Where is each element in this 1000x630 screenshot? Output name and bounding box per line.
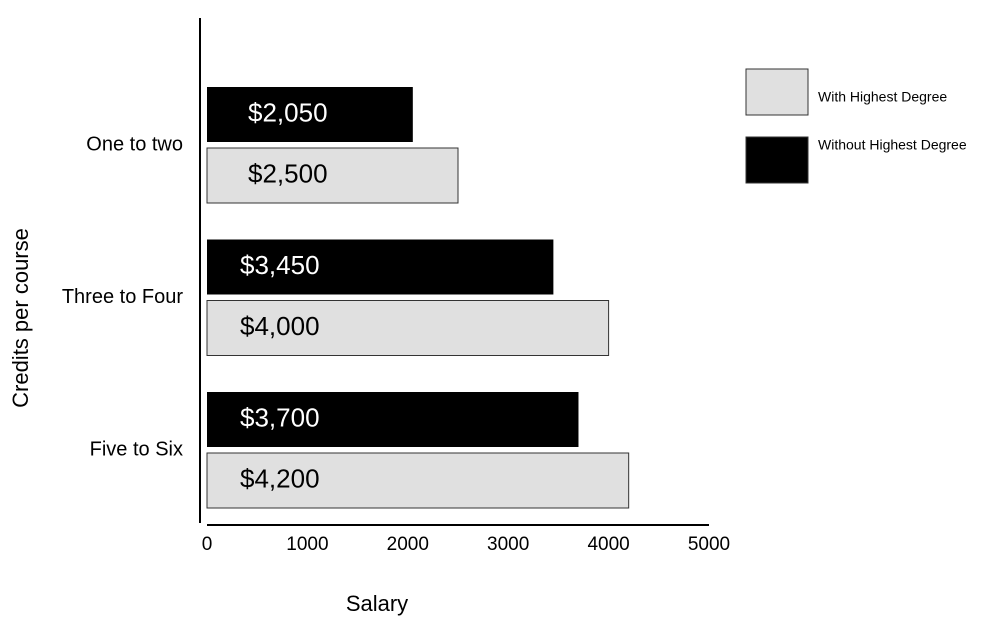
value-label: $3,450: [240, 250, 320, 280]
y-axis-label: Credits per course: [8, 228, 33, 408]
bar: [206, 300, 610, 356]
legend-label: Without Highest Degree: [818, 137, 967, 153]
x-tick-label: 5000: [688, 534, 730, 555]
legend-swatch: [745, 68, 809, 116]
x-tick-label: 1000: [286, 534, 328, 555]
value-label: $3,700: [240, 402, 320, 432]
legend-label: With Highest Degree: [818, 89, 947, 105]
bar: [207, 239, 554, 295]
value-label: $2,050: [248, 97, 328, 127]
x-tick-label: 3000: [487, 534, 529, 555]
y-tick-label: Three to Four: [62, 286, 184, 308]
value-label: $2,500: [248, 158, 328, 188]
value-label: $4,200: [240, 463, 320, 493]
bar: [207, 392, 579, 447]
bar: [206, 147, 459, 204]
bar: [206, 452, 630, 509]
y-tick-label: One to two: [86, 133, 183, 155]
x-tick-label: 0: [202, 534, 213, 555]
legend-swatch: [745, 136, 809, 184]
value-label: $4,000: [240, 311, 320, 341]
x-axis-label: Salary: [346, 591, 408, 616]
y-tick-label: Five to Six: [90, 438, 183, 460]
bar: [207, 87, 413, 142]
x-tick-label: 2000: [387, 534, 429, 555]
x-tick-label: 4000: [587, 534, 629, 555]
